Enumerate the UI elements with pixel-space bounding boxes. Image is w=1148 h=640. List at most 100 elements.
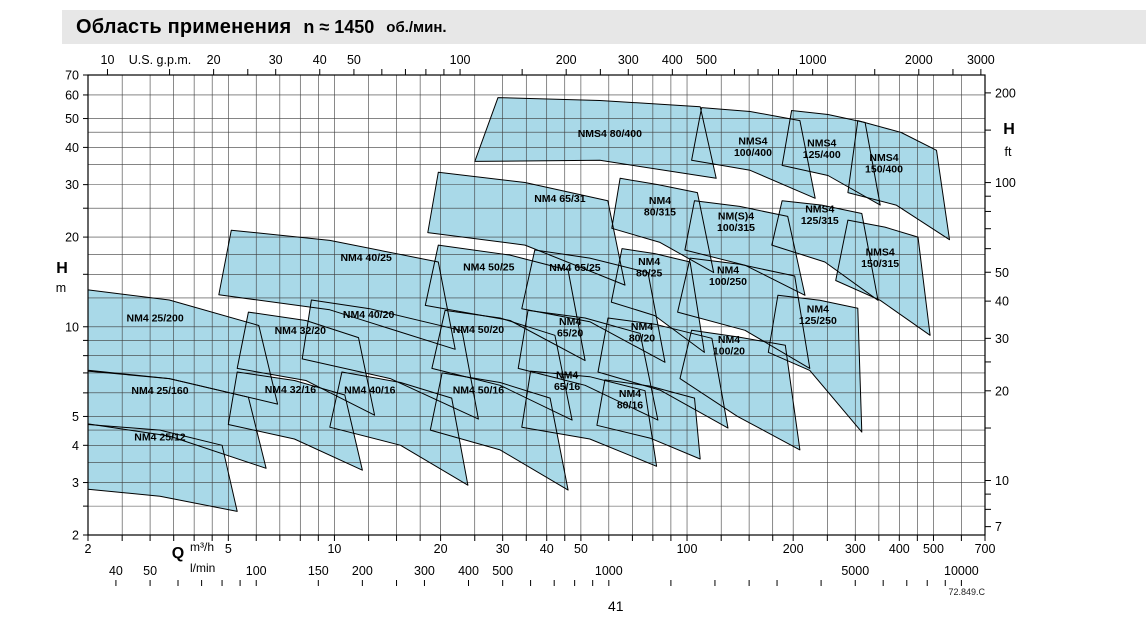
pump-region	[691, 107, 816, 199]
bottom-axis-unit-secondary: l/min	[190, 561, 215, 575]
pump-region	[768, 295, 862, 433]
right-axis-symbol: H	[1003, 121, 1015, 138]
svg-text:100: 100	[677, 542, 698, 556]
svg-text:10: 10	[65, 320, 79, 334]
svg-text:700: 700	[975, 542, 996, 556]
pump-region-outlines	[88, 97, 950, 512]
svg-text:4: 4	[72, 439, 79, 453]
svg-text:1000: 1000	[799, 53, 827, 67]
svg-text:200: 200	[556, 53, 577, 67]
pump-label: NM4 100/250	[709, 265, 747, 289]
pump-region	[329, 372, 468, 486]
svg-text:100: 100	[450, 53, 471, 67]
pump-label: NM4 40/20	[343, 309, 395, 321]
svg-text:300: 300	[845, 542, 866, 556]
svg-text:30: 30	[995, 332, 1009, 346]
pump-label: NMS4 125/315	[801, 204, 839, 228]
pump-label: NM4 32/16	[265, 384, 317, 396]
right-axis-unit: ft	[1005, 145, 1012, 159]
svg-text:40: 40	[995, 295, 1009, 309]
axis-ticks	[83, 69, 991, 586]
pump-region	[835, 220, 931, 336]
pump-label: NM4 100/20	[713, 334, 745, 358]
svg-text:20: 20	[207, 53, 221, 67]
svg-text:40: 40	[540, 542, 554, 556]
svg-text:400: 400	[458, 564, 479, 578]
svg-text:500: 500	[492, 564, 513, 578]
svg-text:200: 200	[352, 564, 373, 578]
svg-text:300: 300	[618, 53, 639, 67]
pump-label: NM4 80/20	[629, 321, 655, 345]
svg-text:40: 40	[109, 564, 123, 578]
svg-text:3: 3	[72, 476, 79, 490]
svg-text:30: 30	[269, 53, 283, 67]
pump-label: NM4 32/20	[275, 325, 327, 337]
pump-region	[847, 120, 950, 240]
pump-label: NMS4 150/315	[861, 246, 899, 270]
svg-text:7: 7	[995, 520, 1002, 534]
svg-text:50: 50	[995, 266, 1009, 280]
pump-label: NM4 25/200	[127, 313, 184, 325]
svg-text:40: 40	[313, 53, 327, 67]
pump-labels: NM4 25/12 NM4 25/160 NM4 25/200 NM4 32/16 NM…	[127, 128, 904, 444]
svg-text:5: 5	[72, 410, 79, 424]
svg-text:100: 100	[995, 176, 1016, 190]
svg-text:2: 2	[85, 542, 92, 556]
svg-text:400: 400	[662, 53, 683, 67]
svg-text:20: 20	[65, 231, 79, 245]
pump-label: NM4 50/16	[453, 385, 505, 397]
plot-border	[87, 74, 986, 536]
svg-text:400: 400	[889, 542, 910, 556]
title-main: Область применения	[76, 15, 292, 38]
pump-label: NM4 65/25	[549, 262, 601, 274]
left-axis-unit: m	[56, 281, 66, 295]
pump-label: NMS4 125/400	[803, 137, 841, 161]
svg-text:500: 500	[923, 542, 944, 556]
pump-label: NM4 65/16	[554, 370, 580, 394]
pump-label: NM4 80/25	[636, 256, 662, 280]
pump-region	[228, 372, 363, 471]
pump-region	[596, 379, 701, 459]
pump-label: NM4 80/16	[617, 388, 643, 412]
svg-text:30: 30	[496, 542, 510, 556]
svg-text:50: 50	[574, 542, 588, 556]
svg-text:20: 20	[995, 384, 1009, 398]
svg-text:10: 10	[327, 542, 341, 556]
pump-label: NM4 40/25	[340, 252, 392, 264]
pump-region	[88, 371, 267, 469]
svg-text:200: 200	[995, 86, 1016, 100]
svg-text:200: 200	[783, 542, 804, 556]
page-title: Область применения n ≈ 1450 об./мин.	[62, 10, 1146, 44]
svg-text:150: 150	[308, 564, 329, 578]
pump-region	[474, 97, 717, 179]
page-number: 41	[608, 598, 624, 614]
pump-label: NM4 25/160	[131, 385, 188, 397]
svg-text:2: 2	[72, 529, 79, 543]
svg-text:30: 30	[65, 178, 79, 192]
pump-label: NM4 50/20	[453, 324, 505, 336]
svg-text:60: 60	[65, 88, 79, 102]
svg-text:1000: 1000	[595, 564, 623, 578]
pump-region	[680, 330, 800, 450]
pump-label: NM(S)4 100/315	[717, 210, 755, 234]
svg-text:500: 500	[696, 53, 717, 67]
pump-label: NMS4 80/400	[578, 128, 642, 140]
title-speed-unit: об./мин.	[386, 18, 447, 36]
pump-label: NM4 65/31	[534, 193, 586, 205]
bottom-axis-symbol: Q	[172, 545, 184, 562]
svg-text:100: 100	[246, 564, 267, 578]
pump-label: NM4 65/20	[557, 316, 583, 340]
svg-text:5: 5	[225, 542, 232, 556]
top-axis-unit: U.S. g.p.m.	[129, 53, 192, 67]
pump-label: NM4 80/315	[644, 195, 676, 219]
svg-text:3000: 3000	[967, 53, 995, 67]
left-axis-symbol: H	[56, 260, 68, 277]
drawing-reference: 72.849.C	[948, 587, 985, 597]
svg-text:40: 40	[65, 141, 79, 155]
svg-text:20: 20	[434, 542, 448, 556]
pump-label: NM4 40/16	[344, 385, 396, 397]
pump-label: NMS4 100/400	[734, 135, 772, 159]
svg-text:10: 10	[995, 474, 1009, 488]
